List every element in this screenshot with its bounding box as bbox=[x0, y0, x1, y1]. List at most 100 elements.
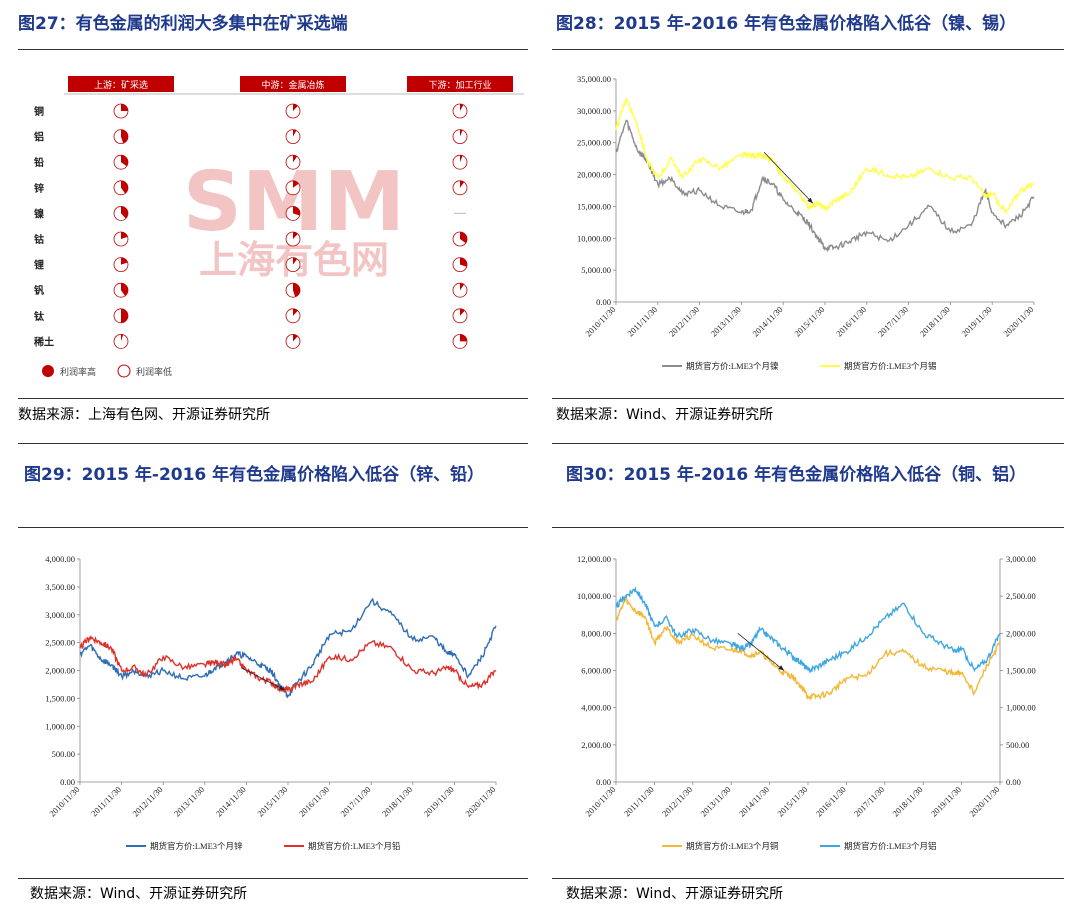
x-tick-label: 2016/11/30 bbox=[814, 784, 848, 818]
x-tick-label: 2014/11/30 bbox=[214, 784, 248, 818]
series-line bbox=[615, 119, 1035, 253]
x-tick-label: 2013/11/30 bbox=[698, 784, 732, 818]
legend-high-label: 利润率高 bbox=[60, 366, 96, 377]
y-tick-label: 0.00 bbox=[596, 297, 611, 307]
x-tick-label: 2012/11/30 bbox=[667, 304, 701, 338]
y-tick-label: 20,000.00 bbox=[577, 170, 611, 180]
profit-pie-slice bbox=[293, 155, 298, 163]
metal-label: 铝 bbox=[34, 131, 44, 144]
y2-tick-label: 1,500.00 bbox=[1006, 666, 1036, 676]
y-tick-label: 25,000.00 bbox=[577, 138, 611, 148]
x-tick-label: 2010/11/30 bbox=[47, 784, 81, 818]
series-line bbox=[615, 597, 1001, 702]
fig28-bottom-rule bbox=[552, 443, 1064, 444]
profit-pie-slice bbox=[293, 232, 298, 239]
x-tick-label: 2017/11/30 bbox=[852, 784, 886, 818]
x-tick-label: 2017/11/30 bbox=[876, 304, 910, 338]
profit-pie-slice bbox=[293, 104, 298, 111]
fig27-title: 图27：有色金属的利润大多集中在矿采选端 bbox=[18, 14, 348, 34]
y2-tick-label: 2,500.00 bbox=[1006, 591, 1036, 601]
legend-low-icon bbox=[117, 364, 131, 378]
y-tick-label: 30,000.00 bbox=[577, 106, 611, 116]
profit-pie-slice bbox=[293, 257, 298, 265]
stage-header-label: 下游：加工行业 bbox=[428, 79, 491, 90]
profit-pie-slice bbox=[121, 129, 129, 144]
x-tick-label: 2017/11/30 bbox=[338, 784, 372, 818]
x-tick-label: 2019/11/30 bbox=[929, 784, 963, 818]
profit-pie-slice bbox=[121, 206, 128, 219]
x-tick-label: 2011/11/30 bbox=[622, 784, 656, 818]
fig29-source: 数据来源：Wind、开源证券研究所 bbox=[30, 886, 248, 902]
profit-pie-slice bbox=[121, 257, 128, 265]
x-tick-label: 2015/11/30 bbox=[792, 304, 826, 338]
x-tick-label: 2014/11/30 bbox=[737, 784, 771, 818]
profit-pie-slice bbox=[121, 283, 128, 296]
x-tick-label: 2018/11/30 bbox=[380, 784, 414, 818]
x-tick-label: 2019/11/30 bbox=[959, 304, 993, 338]
legend-label: 期货官方价:LME3个月铅 bbox=[308, 841, 401, 851]
legend-label: 期货官方价:LME3个月镍 bbox=[686, 361, 779, 371]
y-tick-label: 1,500.00 bbox=[45, 693, 75, 703]
trend-arrow-head bbox=[278, 685, 285, 691]
fig30-source: 数据来源：Wind、开源证券研究所 bbox=[566, 886, 784, 902]
profit-pie-slice bbox=[293, 206, 301, 216]
series-line bbox=[79, 597, 497, 699]
profit-pie-slice bbox=[121, 308, 128, 323]
legend-label: 期货官方价:LME3个月锡 bbox=[844, 361, 937, 371]
y2-tick-label: 3,000.00 bbox=[1006, 554, 1036, 564]
x-tick-label: 2016/11/30 bbox=[834, 304, 868, 338]
profit-pie-slice bbox=[460, 257, 468, 267]
metal-label: 钴 bbox=[34, 233, 44, 246]
profit-pie-slice bbox=[460, 334, 467, 342]
x-tick-label: 2015/11/30 bbox=[775, 784, 809, 818]
profit-pie-slice bbox=[460, 129, 463, 137]
profit-pie-slice bbox=[460, 104, 464, 111]
y-tick-label: 35,000.00 bbox=[577, 74, 611, 84]
x-tick-label: 2016/11/30 bbox=[297, 784, 331, 818]
x-tick-label: 2018/11/30 bbox=[890, 784, 924, 818]
trend-arrow bbox=[737, 633, 785, 671]
x-tick-label: 2010/11/30 bbox=[583, 304, 617, 338]
y-tick-label: 2,500.00 bbox=[45, 638, 75, 648]
x-tick-label: 2013/11/30 bbox=[172, 784, 206, 818]
fig29-source-rule bbox=[18, 878, 528, 879]
fig28-source-rule bbox=[552, 398, 1064, 399]
fig29-zinc-lead-chart: 0.00 500.00 1,000.00 1,500.00 2,000.00 2,500.… bbox=[45, 554, 497, 851]
legend-label: 期货官方价:LME3个月铝 bbox=[844, 841, 937, 851]
y-tick-label: 4,000.00 bbox=[45, 554, 75, 564]
stage-header-bg bbox=[407, 76, 513, 92]
fig27-source: 数据来源：上海有色网、开源证券研究所 bbox=[18, 407, 270, 423]
profit-pie-slice bbox=[293, 180, 299, 188]
x-tick-label: 2013/11/30 bbox=[709, 304, 743, 338]
y-tick-label: 0.00 bbox=[60, 777, 75, 787]
x-tick-label: 2019/11/30 bbox=[422, 784, 456, 818]
metal-label: 稀土 bbox=[34, 335, 54, 348]
profit-pie-slice bbox=[121, 232, 128, 239]
fig27-bottom-rule bbox=[18, 443, 528, 444]
fig28-source: 数据来源：Wind、开源证券研究所 bbox=[556, 407, 774, 423]
stage-header-label: 上游：矿采选 bbox=[94, 79, 148, 90]
profit-pie-slice bbox=[460, 180, 465, 188]
y-tick-label: 4,000.00 bbox=[581, 703, 611, 713]
profit-pie-slice bbox=[460, 283, 465, 291]
legend-low-label: 利润率低 bbox=[136, 366, 172, 377]
y2-tick-label: 2,000.00 bbox=[1006, 628, 1036, 638]
fig27-source-rule bbox=[18, 398, 528, 399]
y-tick-label: 2,000.00 bbox=[581, 740, 611, 750]
y2-tick-label: 500.00 bbox=[1006, 740, 1029, 750]
y2-tick-label: 0.00 bbox=[1006, 777, 1021, 787]
fig30-title-rule bbox=[552, 527, 1064, 528]
x-tick-label: 2012/11/30 bbox=[130, 784, 164, 818]
metal-label: 铜 bbox=[34, 105, 44, 118]
series-line bbox=[79, 635, 497, 693]
fig28-nickel-tin-chart: 0.00 5,000.00 10,000.00 15,000.00 20,000.00 2… bbox=[577, 74, 1035, 371]
stage-header-label: 中游：金属冶炼 bbox=[261, 79, 324, 90]
profit-pie-slice bbox=[293, 283, 301, 297]
x-tick-label: 2020/11/30 bbox=[1001, 304, 1035, 338]
fig30-copper-aluminium-chart: 0.00 2,000.00 4,000.00 6,000.00 8,000.00 10,0… bbox=[577, 554, 1036, 851]
fig29-title: 图29：2015 年-2016 年有色金属价格陷入低谷（锌、铅） bbox=[24, 465, 485, 485]
series-line bbox=[615, 97, 1035, 215]
y-tick-label: 2,000.00 bbox=[45, 666, 75, 676]
y-tick-label: 0.00 bbox=[596, 777, 611, 787]
trend-arrow bbox=[241, 667, 285, 691]
